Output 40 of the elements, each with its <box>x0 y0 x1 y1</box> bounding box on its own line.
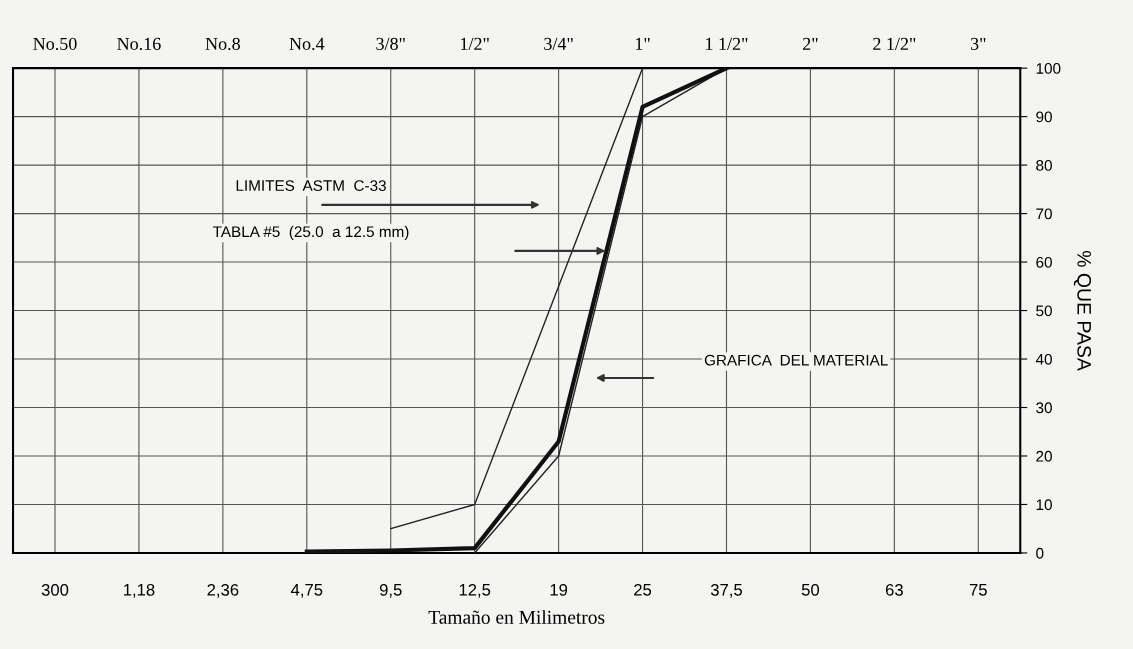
text: No.8 <box>205 37 240 51</box>
text: 1/2" <box>461 37 489 50</box>
text: No.4 <box>289 37 325 51</box>
text: 3/4" <box>544 37 573 50</box>
x-tick-label: 4,75 <box>290 584 323 598</box>
text: 1 1/2" <box>706 37 748 50</box>
x-tick-label: 50 <box>801 583 820 596</box>
x-tick-label: 12,5 <box>459 583 491 598</box>
annotation: LIMITES ASTM C-33 <box>236 180 386 192</box>
y-tick-label: 20 <box>1036 450 1052 462</box>
y-tick-label: 100 <box>1036 63 1061 74</box>
text: 2" <box>803 37 818 50</box>
x-tick-label: 25 <box>634 583 652 596</box>
y-tick-label: 40 <box>1035 353 1052 365</box>
text: 3" <box>970 37 986 50</box>
text: 1" <box>635 37 650 50</box>
y-tick-label: 30 <box>1036 402 1052 414</box>
y-tick-label: 50 <box>1036 305 1052 317</box>
x-tick-label: 1,18 <box>123 583 155 598</box>
x-tick-label: 37,5 <box>710 583 743 598</box>
x-tick-label: 19 <box>550 583 568 596</box>
y-tick-label: 70 <box>1036 208 1052 220</box>
x-axis-title: Tamaño en Milimetros <box>428 610 605 624</box>
y-axis-title: % QUE PASA <box>1073 250 1092 371</box>
annotation: GRAFICA DEL MATERIAL <box>704 354 888 366</box>
x-tick-label: 300 <box>41 583 69 596</box>
y-tick-label: 90 <box>1036 111 1052 123</box>
x-tick-label: 2,36 <box>207 583 239 598</box>
y-tick-label: 10 <box>1036 499 1052 511</box>
y-tick-label: 60 <box>1036 256 1052 268</box>
annotation: TABLA #5 (25.0 a 12.5 mm) <box>212 225 409 241</box>
x-tick-label: 63 <box>885 583 903 596</box>
x-tick-label: 9,5 <box>379 583 402 598</box>
x-tick-label: 75 <box>969 584 987 596</box>
y-tick-label: 0 <box>1036 547 1044 559</box>
text: 2 1/2" <box>873 37 916 50</box>
y-tick-label: 80 <box>1036 159 1052 171</box>
text: No.16 <box>117 37 161 51</box>
text: No.50 <box>33 37 77 51</box>
text: 3/8" <box>376 37 405 50</box>
